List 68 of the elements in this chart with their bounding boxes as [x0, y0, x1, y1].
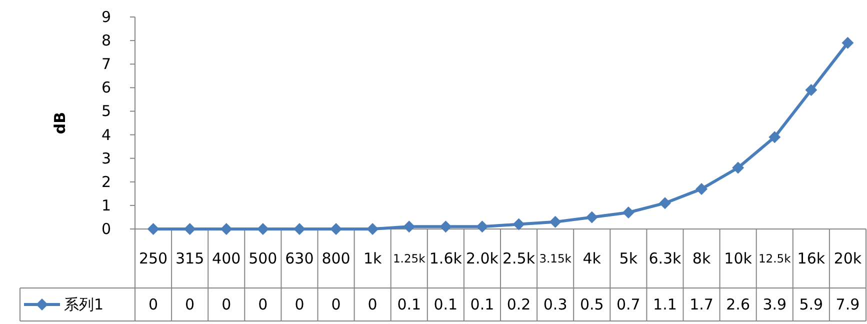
y-tick-label: 7 [101, 55, 111, 74]
y-tick-label: 2 [101, 172, 111, 191]
y-tick-label: 4 [101, 126, 111, 144]
data-label: 0 [294, 296, 304, 314]
point [842, 36, 854, 49]
data-label: 0 [222, 296, 232, 314]
data-label: 0.1 [434, 296, 458, 314]
legend-label: 系列1 [64, 296, 104, 314]
x-tick-label: 8k [692, 250, 711, 268]
data-label: 1.1 [653, 296, 677, 314]
y-tick-label: 3 [101, 149, 111, 168]
x-tick-label: 2.5k [502, 250, 536, 268]
y-tick-label: 5 [101, 102, 111, 120]
data-label: 0.1 [470, 296, 494, 314]
point [147, 223, 160, 235]
point [696, 182, 708, 195]
x-tick-label: 16k [797, 250, 826, 268]
x-tick-label: 12.5k [758, 252, 792, 266]
y-tick-label: 0 [101, 220, 111, 238]
point [184, 223, 196, 235]
point [512, 218, 525, 230]
y-tick-label: 9 [101, 8, 111, 26]
data-label: 0 [258, 296, 268, 314]
data-label: 1.7 [690, 296, 714, 314]
y-axis-title: dB [51, 112, 69, 134]
x-tick-label: 1.6k [429, 250, 462, 268]
x-tick-label: 800 [322, 250, 350, 268]
x-tick-label: 1.25k [392, 252, 426, 266]
point [805, 84, 818, 96]
x-tick-label: 1k [363, 250, 382, 268]
x-tick-label: 6.3k [648, 250, 682, 268]
data-label: 0 [331, 296, 341, 314]
x-tick-label: 2.0k [466, 250, 499, 268]
point [622, 206, 634, 219]
x-tick-label: 10k [724, 250, 752, 268]
point [586, 211, 598, 224]
x-tick-label: 315 [176, 250, 204, 268]
y-tick-label: 6 [101, 78, 111, 97]
data-label: 0 [148, 296, 158, 314]
x-tick-label: 20k [834, 250, 862, 268]
y-tick-label: 8 [101, 32, 111, 50]
data-label: 0.1 [397, 296, 422, 314]
data-label: 7.9 [836, 296, 860, 314]
x-tick-label: 250 [138, 250, 168, 268]
data-label: 0.3 [543, 296, 568, 314]
x-tick-label: 630 [285, 250, 314, 268]
data-label: 0 [185, 296, 195, 314]
data-label: 2.6 [726, 296, 750, 314]
point [658, 197, 671, 210]
x-tick-label: 4k [582, 250, 602, 268]
data-label: 0.5 [580, 296, 604, 314]
x-tick-label: 3.15k [539, 252, 572, 266]
data-label: 5.9 [799, 296, 824, 314]
point [768, 131, 781, 144]
point [549, 216, 562, 228]
point [403, 220, 416, 233]
x-tick-label: 400 [212, 250, 241, 268]
point [366, 223, 379, 235]
point [440, 220, 452, 233]
y-tick-label: 1 [101, 196, 111, 214]
point [732, 162, 744, 174]
x-tick-label: 500 [248, 250, 278, 268]
data-label: 0 [368, 296, 378, 314]
x-tick-label: 5k [619, 250, 638, 268]
data-label: 0.2 [506, 296, 531, 314]
point [476, 220, 488, 233]
data-label: 3.9 [762, 296, 787, 314]
data-label: 0.7 [616, 296, 640, 314]
